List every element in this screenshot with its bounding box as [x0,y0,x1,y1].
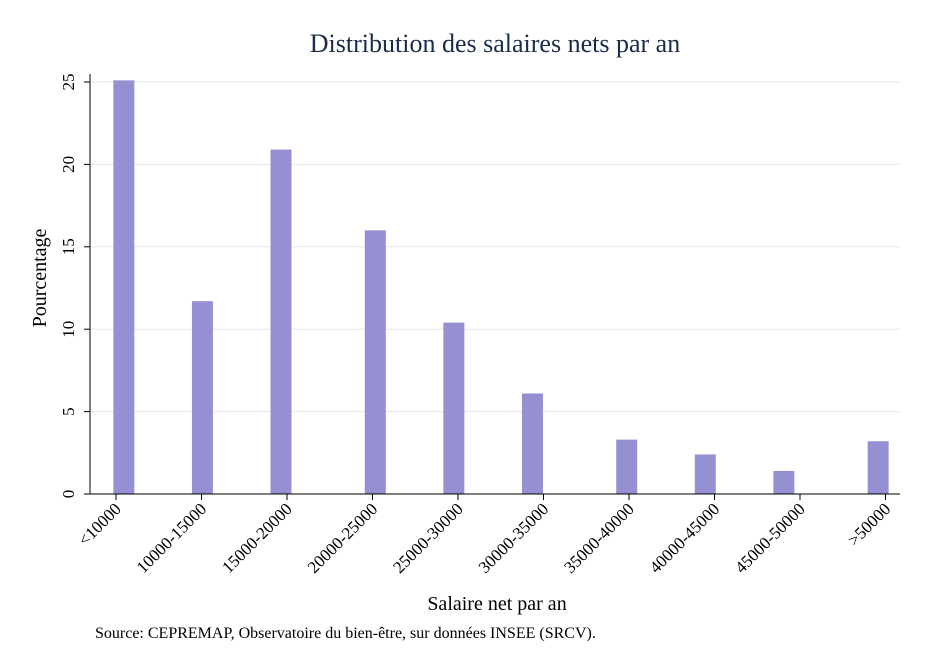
x-tick-label: 10000-15000 [133,499,211,577]
chart-title: Distribution des salaires nets par an [310,29,680,58]
bar [521,393,543,494]
bar [364,230,386,494]
x-tick-label: 15000-20000 [218,499,296,577]
x-tick-label: 40000-45000 [646,499,724,577]
source-note: Source: CEPREMAP, Observatoire du bien-ê… [95,625,596,642]
bar [773,470,795,494]
bar [191,301,213,494]
x-tick-label: 45000-50000 [731,499,809,577]
bar [616,439,638,494]
bar [867,441,889,494]
x-tick-label: 30000-35000 [475,499,553,577]
x-tick-label: 20000-25000 [304,499,382,577]
bar [270,149,292,494]
y-tick-label: 15 [59,238,78,255]
bars [113,80,889,495]
x-tick-label: 25000-30000 [389,499,467,577]
gridlines [90,81,900,413]
x-tick-label: <10000 [75,499,125,549]
y-tick-label: 10 [59,321,78,338]
axes [89,74,900,495]
y-tick-label: 20 [59,156,78,173]
bar [443,322,465,494]
bar [694,454,716,494]
y-tick-labels: 0 5 10 15 20 25 [59,74,90,499]
y-tick-label: 0 [59,490,78,499]
x-tick-labels: <10000 10000-15000 15000-20000 20000-25000 2… [75,494,894,577]
bar [113,80,135,495]
y-tick-label: 25 [59,74,78,91]
x-axis-title: Salaire net par an [427,593,566,615]
y-axis-title: Pourcentage [29,228,51,327]
x-tick-label: 35000-40000 [560,499,638,577]
y-tick-label: 5 [59,407,78,416]
x-tick-label: >50000 [844,499,894,549]
